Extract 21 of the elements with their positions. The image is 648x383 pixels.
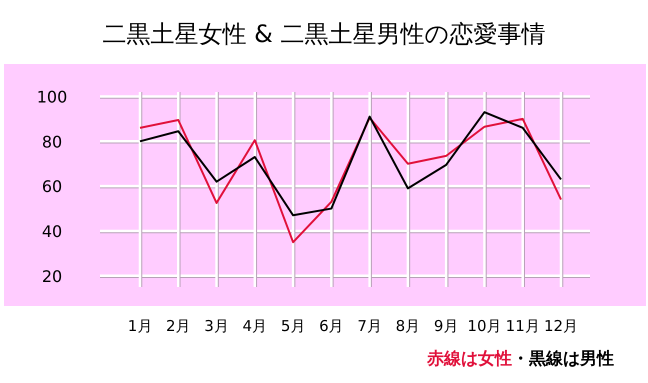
x-tick-label: 3月 bbox=[204, 317, 229, 335]
y-tick-label: 20 bbox=[42, 266, 62, 286]
text: 赤線は女性 bbox=[426, 349, 512, 369]
text: ・ bbox=[512, 349, 529, 369]
x-tick-label: 12月 bbox=[544, 317, 578, 335]
x-tick-label: 2月 bbox=[166, 317, 191, 335]
y-tick-label: 80 bbox=[42, 132, 62, 152]
x-tick-label: 8月 bbox=[396, 317, 420, 335]
x-tick-label: 4月 bbox=[242, 317, 268, 335]
x-tick-label: 7月 bbox=[357, 317, 382, 335]
x-tick-label: 11月 bbox=[506, 317, 540, 335]
y-tick-label: 100 bbox=[36, 87, 68, 106]
text: 黒線は男性 bbox=[528, 349, 614, 369]
y-tick-label: 40 bbox=[42, 222, 62, 241]
x-tick-label: 10月 bbox=[467, 317, 502, 335]
chart-title: 二黒土星女性 & 二黒土星男性の恋愛事情 bbox=[102, 20, 546, 48]
x-tick-label: 9月 bbox=[434, 317, 458, 335]
x-tick-label: 5月 bbox=[280, 317, 306, 335]
x-tick-label: 6月 bbox=[319, 317, 344, 335]
x-tick-label: 1月 bbox=[128, 317, 152, 335]
y-tick-label: 60 bbox=[42, 177, 62, 196]
